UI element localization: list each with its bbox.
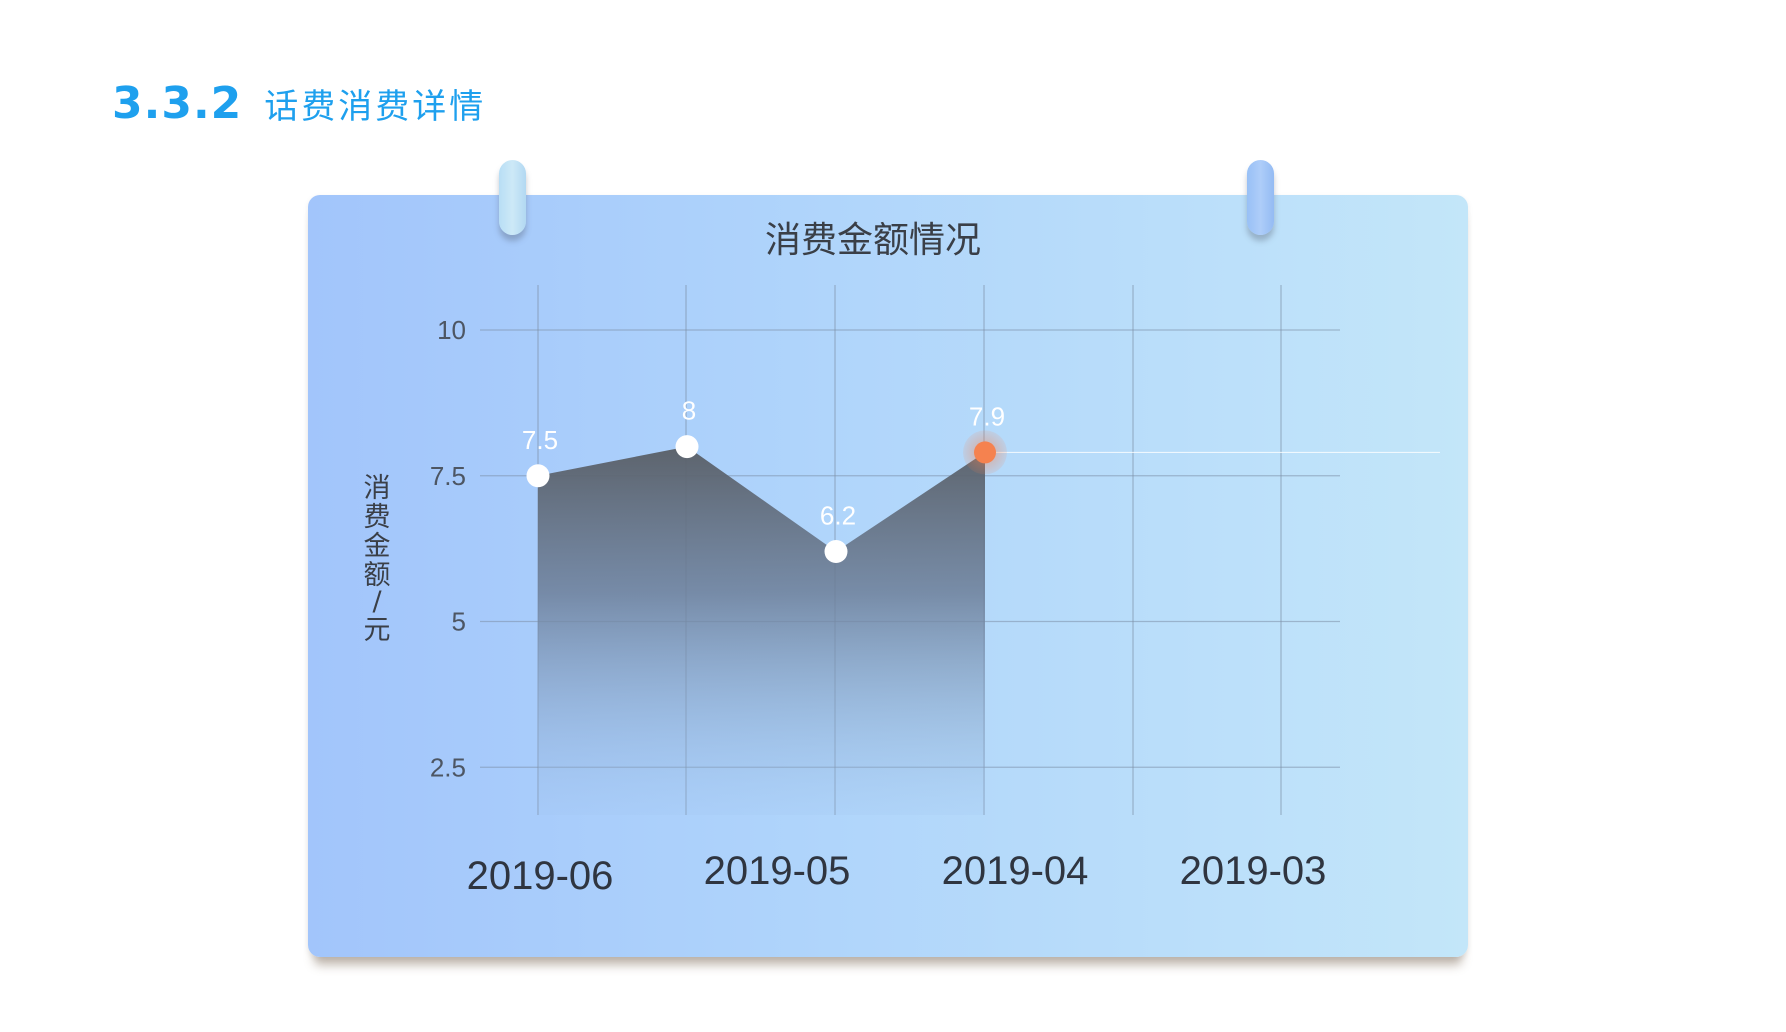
data-point[interactable] bbox=[675, 435, 699, 459]
x-tick-label: 2019-04 bbox=[942, 849, 1089, 893]
data-point[interactable] bbox=[824, 540, 848, 564]
chart-title: 消费金额情况 bbox=[765, 220, 981, 261]
y-tick-label: 10 bbox=[437, 315, 466, 345]
section-number: 3.3.2 bbox=[112, 78, 243, 129]
binder-clip-left bbox=[499, 160, 526, 235]
x-tick-label: 2019-03 bbox=[1180, 849, 1327, 893]
data-points bbox=[526, 430, 1440, 564]
data-label: 7.5 bbox=[522, 425, 558, 455]
section-title: 话费消费详情 bbox=[264, 87, 487, 127]
data-label: 6.2 bbox=[820, 501, 856, 531]
area-series bbox=[538, 446, 985, 815]
axes: 2.5 5 7.5 10 2019-06 2019-05 2019-04 2019-03 bbox=[430, 315, 1327, 898]
section-heading: 3.3.2 话费消费详情 bbox=[112, 78, 486, 129]
y-tick-label: 5 bbox=[452, 607, 466, 637]
y-tick-label: 7.5 bbox=[430, 461, 466, 491]
x-tick-label: 2019-06 bbox=[467, 854, 614, 898]
data-labels: 7.5 8 6.2 7.9 bbox=[522, 396, 1005, 531]
binder-clip-right bbox=[1247, 160, 1274, 235]
data-point[interactable] bbox=[526, 464, 550, 488]
data-label: 8 bbox=[682, 396, 696, 426]
x-tick-label: 2019-05 bbox=[704, 849, 851, 893]
data-point-highlighted[interactable] bbox=[974, 441, 996, 464]
y-tick-label: 2.5 bbox=[430, 752, 466, 782]
area-fill bbox=[538, 446, 985, 815]
data-label: 7.9 bbox=[969, 401, 1005, 431]
y-axis-title: 消费金额/元 bbox=[364, 473, 391, 646]
